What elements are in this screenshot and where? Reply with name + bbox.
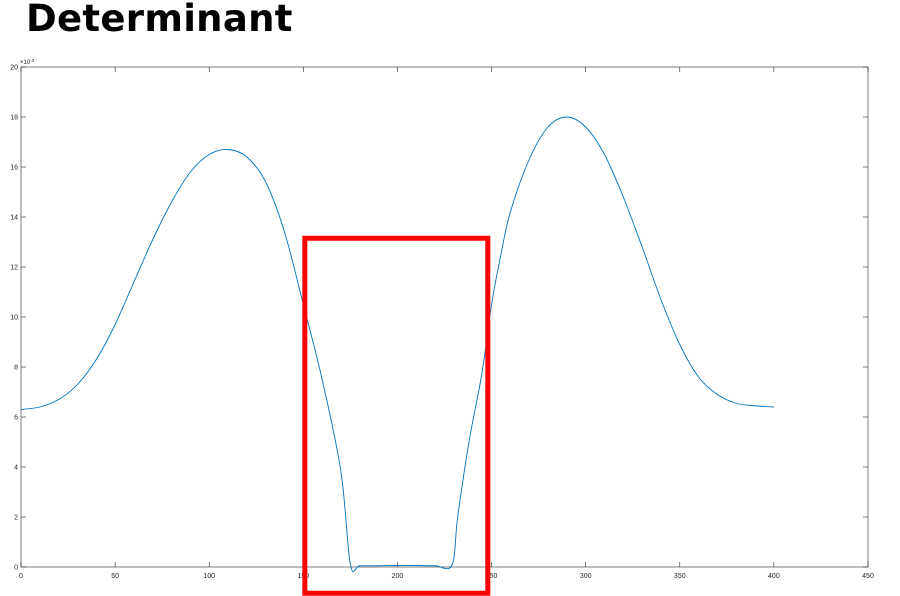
x-tick-label: 400 xyxy=(768,573,780,580)
x-tick-label: 50 xyxy=(111,573,119,580)
y-tick-label: 8 xyxy=(14,365,18,372)
y-tick-label: 20 xyxy=(10,65,18,72)
y-axis-exponent: ×10-3 xyxy=(20,58,35,66)
x-tick-label: 0 xyxy=(19,573,23,580)
y-tick-label: 0 xyxy=(14,565,18,572)
y-axis: 0 2 4 6 8 10 12 14 16 18 20 xyxy=(10,65,868,572)
y-tick-label: 10 xyxy=(10,315,18,322)
y-tick-label: 12 xyxy=(10,265,18,272)
y-tick-label: 14 xyxy=(10,215,18,222)
series-line xyxy=(20,116,774,573)
highlight-box xyxy=(302,235,491,596)
series-group xyxy=(20,116,774,573)
x-tick-label: 450 xyxy=(862,573,874,580)
x-tick-label: 250 xyxy=(486,573,498,580)
y-tick-label: 16 xyxy=(10,165,18,172)
y-exponent-power: -3 xyxy=(30,58,34,63)
y-tick-label: 2 xyxy=(14,515,18,522)
x-tick-label: 200 xyxy=(392,573,404,580)
x-tick-label: 300 xyxy=(580,573,592,580)
y-tick-label: 18 xyxy=(10,115,18,122)
y-exponent-base: ×10 xyxy=(20,60,31,66)
y-tick-label: 4 xyxy=(14,465,18,472)
plot-area xyxy=(20,66,869,568)
x-tick-label: 100 xyxy=(203,573,215,580)
y-tick-label: 6 xyxy=(14,415,18,422)
x-tick-label: 350 xyxy=(674,573,686,580)
page-title: Determinant xyxy=(26,0,293,40)
